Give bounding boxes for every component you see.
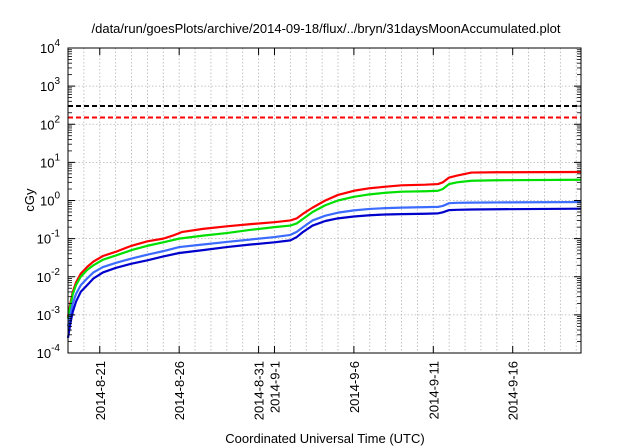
y-tick-label: 10-3 — [37, 305, 61, 323]
data-series — [66, 170, 582, 339]
series-line-red — [66, 170, 582, 317]
y-axis-label: cGy — [22, 188, 37, 212]
y-tick-label: 104 — [40, 38, 60, 56]
x-tick-label: 2014-9-6 — [347, 361, 362, 413]
y-tick-label: 101 — [40, 152, 60, 170]
y-tick-label: 10-4 — [37, 343, 61, 361]
y-tick-label: 103 — [40, 76, 60, 94]
y-tick-label: 10-2 — [37, 267, 61, 285]
x-axis-label: Coordinated Universal Time (UTC) — [225, 431, 424, 446]
x-axis: 2014-8-21 2014-8-26 2014-8-31 2014-9-1 2014-… — [93, 48, 521, 420]
x-tick-label: 2014-8-26 — [172, 361, 187, 420]
x-tick-label: 2014-8-31 — [252, 361, 267, 420]
y-tick-label: 100 — [40, 191, 60, 209]
y-tick-label: 102 — [40, 114, 60, 132]
x-tick-label: 2014-9-16 — [506, 361, 521, 420]
grid — [68, 48, 581, 353]
x-tick-label: 2014-8-21 — [93, 361, 108, 420]
chart-title: /data/run/goesPlots/archive/2014-09-18/f… — [92, 21, 561, 36]
series-line-light-blue — [66, 200, 582, 327]
y-tick-label: 10-1 — [37, 229, 61, 247]
x-tick-label: 2014-9-1 — [267, 361, 282, 413]
y-axis: 10-4 10-3 10-2 10-1 100 101 102 103 104 — [37, 38, 581, 361]
series-line-dark-blue — [66, 207, 582, 339]
series-line-green — [66, 178, 582, 319]
x-tick-label: 2014-9-11 — [426, 361, 441, 419]
reference-lines — [68, 105, 581, 119]
